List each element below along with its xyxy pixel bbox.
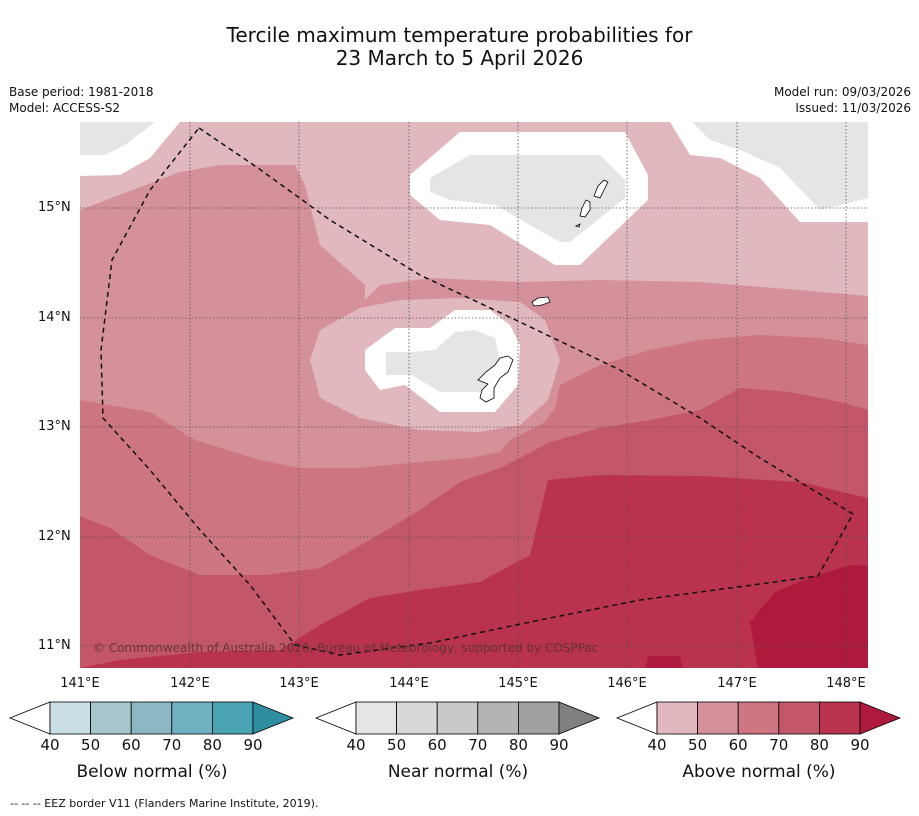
- above-tick-90: 90: [850, 736, 870, 754]
- lat-label-12n: 12°N: [38, 529, 71, 544]
- near-swatch-50: [396, 701, 438, 735]
- lon-label-144e: 144°E: [389, 676, 429, 691]
- colorbar-above: [615, 701, 902, 735]
- base-period: Base period: 1981-2018: [9, 85, 154, 99]
- above-tick-50: 50: [688, 736, 708, 754]
- lon-label-147e: 147°E: [717, 676, 757, 691]
- below-arrow-low: [8, 701, 51, 735]
- tinian-island: [579, 199, 591, 218]
- title-line-2: 23 March to 5 April 2026: [335, 46, 584, 70]
- lat-label-13n: 13°N: [38, 419, 71, 434]
- eez-legend-footer: -- -- -- EEZ border V11 (Flanders Marine…: [10, 797, 319, 810]
- lon-label-145e: 145°E: [498, 676, 538, 691]
- above-swatch-50: [697, 701, 739, 735]
- eez-border: [100, 126, 855, 656]
- below-tick-60: 60: [121, 736, 141, 754]
- below-swatch-70: [171, 701, 213, 735]
- model-name: Model: ACCESS-S2: [9, 101, 121, 115]
- below-tick-80: 80: [202, 736, 222, 754]
- graticule: [80, 122, 868, 668]
- lon-label-143e: 143°E: [279, 676, 319, 691]
- below-swatch-40: [49, 701, 91, 735]
- lat-label-15n: 15°N: [38, 200, 71, 215]
- below-tick-40: 40: [40, 736, 60, 754]
- above-normal-label: Above normal (%): [682, 762, 836, 782]
- lon-label-141e: 141°E: [60, 676, 100, 691]
- above-swatch-80: [819, 701, 861, 735]
- above-tick-80: 80: [809, 736, 829, 754]
- saipan-island: [593, 179, 609, 199]
- below-swatch-50: [90, 701, 132, 735]
- below-tick-70: 70: [162, 736, 182, 754]
- model-run: Model run: 09/03/2026: [773, 85, 911, 99]
- lon-label-142e: 142°E: [170, 676, 210, 691]
- aguijan-island: [574, 223, 581, 228]
- rota-island: [531, 296, 551, 307]
- below-arrow-high: [252, 701, 295, 735]
- near-normal-north: [430, 155, 625, 242]
- lat-label-11n: 11°N: [38, 638, 71, 653]
- near-tick-40: 40: [346, 736, 366, 754]
- below-tick-50: 50: [81, 736, 101, 754]
- near-tick-80: 80: [508, 736, 528, 754]
- band-90-spot: [646, 656, 682, 668]
- near-swatch-80: [518, 701, 560, 735]
- colorbar-below: [8, 701, 295, 735]
- below-swatch-80: [211, 701, 254, 735]
- guam-island: [477, 355, 514, 403]
- colorbar-near: [314, 701, 601, 735]
- near-swatch-70: [477, 701, 519, 735]
- near-normal-guam: [386, 330, 500, 392]
- above-swatch-70: [778, 701, 820, 735]
- issued-date: Issued: 11/03/2026: [795, 101, 911, 115]
- near-tick-50: 50: [387, 736, 407, 754]
- above-tick-70: 70: [769, 736, 789, 754]
- title-line-1: Tercile maximum temperature probabilitie…: [226, 23, 693, 47]
- near-normal-label: Near normal (%): [387, 762, 529, 782]
- lon-label-146e: 146°E: [607, 676, 647, 691]
- lon-label-148e: 148°E: [826, 676, 866, 691]
- copyright-notice: © Commonwealth of Australia 2026, Bureau…: [93, 641, 599, 655]
- near-arrow-high: [558, 701, 601, 735]
- probability-field: [80, 122, 868, 668]
- lat-label-14n: 14°N: [38, 310, 71, 325]
- band-90-plus: [750, 565, 868, 668]
- above-tick-60: 60: [728, 736, 748, 754]
- near-swatch-40: [355, 701, 397, 735]
- near-normal-top-left: [80, 122, 155, 155]
- above-swatch-40: [656, 701, 698, 735]
- near-normal-ne: [692, 122, 868, 210]
- above-arrow-low: [615, 701, 658, 735]
- near-tick-90: 90: [549, 736, 569, 754]
- near-arrow-low: [314, 701, 357, 735]
- above-tick-40: 40: [647, 736, 667, 754]
- above-swatch-60: [737, 701, 780, 735]
- below-swatch-60: [130, 701, 173, 735]
- near-tick-70: 70: [468, 736, 488, 754]
- below-tick-90: 90: [243, 736, 263, 754]
- below-normal-label: Below normal (%): [76, 762, 228, 782]
- near-swatch-60: [436, 701, 479, 735]
- band-80-90: [80, 475, 868, 668]
- near-tick-60: 60: [427, 736, 447, 754]
- above-arrow-high: [859, 701, 902, 735]
- islands: [477, 179, 609, 403]
